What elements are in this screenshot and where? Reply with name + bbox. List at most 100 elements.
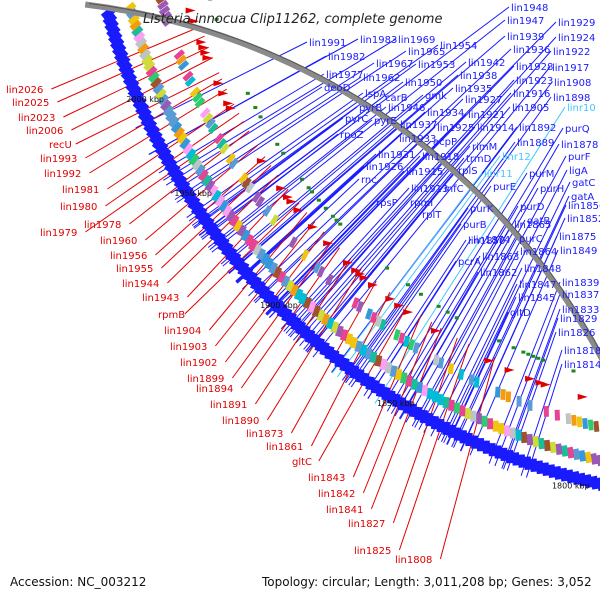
reverse-gene-arrow bbox=[351, 267, 362, 274]
reverse-gene-arrow bbox=[189, 18, 200, 25]
gene-category-block bbox=[399, 371, 408, 384]
forward-gene-label: rnc bbox=[361, 175, 377, 186]
gene-category-block bbox=[405, 375, 413, 387]
secondary-category-block bbox=[468, 374, 475, 386]
tick-label: 1850 kbp bbox=[377, 399, 415, 408]
forward-gene-label: trmD bbox=[466, 154, 492, 165]
forward-gene-arrow bbox=[217, 236, 230, 252]
reverse-label-connector bbox=[145, 144, 259, 241]
forward-label-connector bbox=[241, 178, 360, 290]
forward-gene-label: lin1863 bbox=[482, 252, 519, 263]
gc-marker bbox=[418, 292, 423, 296]
forward-label-connector bbox=[200, 6, 510, 239]
forward-gene-arrow bbox=[263, 289, 275, 305]
topology-text: Topology: circular; Length: 3,011,208 bp… bbox=[261, 575, 592, 589]
reverse-gene-arrow bbox=[200, 49, 211, 56]
forward-gene-label: lin1925 bbox=[437, 123, 474, 134]
forward-gene-arrow bbox=[154, 141, 169, 156]
forward-gene-label: lin1969 bbox=[398, 35, 435, 46]
gene-category-block bbox=[364, 347, 373, 360]
forward-gene-label: lin1939 bbox=[507, 32, 544, 43]
forward-label-connector bbox=[386, 255, 481, 412]
forward-gene-label: lin1922 bbox=[553, 47, 590, 58]
forward-label-connector bbox=[222, 61, 467, 267]
reverse-gene-label: lin1903 bbox=[170, 342, 207, 353]
secondary-category-block bbox=[184, 76, 196, 87]
forward-label-connector bbox=[374, 106, 566, 404]
reverse-gene-label: lin1979 bbox=[40, 228, 77, 239]
reverse-gene-arrow bbox=[225, 105, 236, 112]
secondary-category-block bbox=[494, 386, 501, 398]
forward-gene-label: lin1847 bbox=[519, 280, 556, 291]
forward-gene-arrow bbox=[442, 421, 451, 436]
reverse-strand-labels: lin2026 lin2025 lin2023 lin2006 recU lin1993 l… bbox=[6, 85, 432, 566]
forward-gene-arrow bbox=[375, 383, 386, 398]
forward-gene-arrow bbox=[254, 280, 267, 296]
secondary-category-block bbox=[244, 181, 255, 194]
forward-gene-arrow bbox=[137, 107, 152, 122]
forward-gene-label: rpoZ bbox=[340, 130, 364, 141]
forward-gene-arrow bbox=[225, 246, 238, 262]
reverse-gene-arrow bbox=[323, 240, 334, 247]
forward-gene-arrow bbox=[517, 454, 526, 468]
gene-category-block bbox=[555, 443, 563, 455]
forward-gene-arrow bbox=[403, 400, 412, 415]
forward-gene-label: rpsP bbox=[376, 198, 398, 209]
gene-category-block bbox=[389, 365, 398, 378]
gene-category-block bbox=[298, 292, 308, 305]
reverse-gene-label: lin1904 bbox=[164, 326, 201, 337]
reverse-gene-arrow bbox=[223, 100, 234, 107]
forward-label-connector bbox=[292, 92, 512, 341]
forward-gene-arrow bbox=[135, 101, 150, 116]
forward-gene-label: lin1916 bbox=[513, 89, 550, 100]
secondary-category-block bbox=[288, 236, 298, 249]
gene-category-block bbox=[240, 229, 251, 242]
forward-gene-arrow bbox=[163, 157, 178, 173]
forward-gene-label: linr12 bbox=[502, 152, 531, 163]
gene-category-block bbox=[316, 309, 326, 322]
forward-gene-arrow bbox=[360, 372, 370, 387]
forward-gene-arrow bbox=[565, 469, 575, 484]
reverse-gene-label: lin1902 bbox=[180, 358, 217, 369]
forward-gene-label: lin1878 bbox=[561, 140, 598, 151]
forward-gene-arrow bbox=[295, 320, 307, 336]
reverse-gene-arrow bbox=[355, 271, 366, 278]
gene-category-block bbox=[354, 340, 363, 353]
position-ticks: 2000 kbp 1950 kbp 1900 kbp 1850 kbp 1800 kbp bbox=[126, 95, 589, 491]
gene-category-block bbox=[584, 451, 593, 464]
forward-gene-label: pyrB bbox=[359, 103, 382, 114]
reverse-label-connector bbox=[439, 357, 495, 560]
gc-marker bbox=[536, 356, 541, 360]
forward-gene-arrow bbox=[577, 472, 587, 487]
gc-marker bbox=[330, 214, 335, 218]
secondary-category-block bbox=[407, 338, 415, 351]
forward-gene-arrow bbox=[125, 78, 140, 93]
gc-marker bbox=[275, 142, 280, 146]
gene-category-block bbox=[280, 275, 291, 288]
forward-gene-label: lin1913 bbox=[411, 184, 448, 195]
forward-gene-arrow bbox=[414, 406, 423, 421]
gene-category-block bbox=[143, 59, 156, 72]
forward-gene-label: lin1848 bbox=[524, 264, 561, 275]
gene-category-block bbox=[335, 325, 344, 338]
forward-gene-label: lin1917 bbox=[552, 63, 589, 74]
forward-label-connector bbox=[345, 96, 552, 384]
gc-marker bbox=[306, 186, 311, 190]
secondary-category-block bbox=[355, 300, 365, 313]
forward-gene-arrow bbox=[453, 427, 462, 441]
gene-category-block bbox=[150, 76, 163, 89]
forward-gene-arrow bbox=[127, 84, 142, 99]
reverse-gene-label: lin2026 bbox=[6, 85, 43, 96]
forward-label-connector bbox=[437, 267, 523, 441]
forward-label-connector bbox=[191, 63, 417, 226]
gene-category-block bbox=[139, 48, 152, 61]
forward-gene-arrow bbox=[381, 386, 391, 401]
forward-gene-label: lin1923 bbox=[516, 76, 553, 87]
forward-gene-arrow bbox=[436, 418, 445, 433]
gene-category-block bbox=[129, 19, 142, 32]
reverse-gene-arrow bbox=[359, 274, 370, 281]
forward-label-connector bbox=[228, 74, 459, 274]
forward-gene-arrow bbox=[267, 294, 279, 309]
gene-category-block bbox=[176, 131, 188, 145]
reverse-gene-label: rpmB bbox=[158, 310, 185, 321]
